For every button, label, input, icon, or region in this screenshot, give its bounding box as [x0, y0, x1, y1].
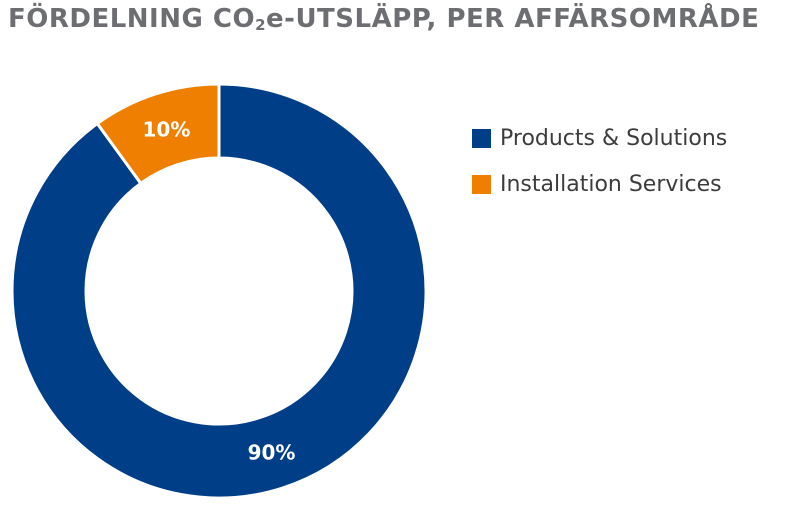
legend-swatch-products-solutions [472, 129, 491, 148]
legend-label-products-solutions: Products & Solutions [500, 126, 728, 151]
donut-chart: 90% 10% [10, 82, 428, 500]
chart-title-rest: e-UTSLÄPP, PER AFFÄRSOMRÅDE [266, 4, 760, 34]
slice-label-installation-services: 10% [143, 117, 191, 141]
chart-title-main: FÖRDELNING CO [8, 4, 256, 34]
legend: Products & Solutions Installation Servic… [472, 122, 727, 214]
legend-swatch-installation-services [472, 175, 491, 194]
legend-label-installation-services: Installation Services [500, 172, 722, 197]
chart-title: FÖRDELNING CO2e-UTSLÄPP, PER AFFÄRSOMRÅD… [8, 4, 759, 34]
legend-item-installation-services: Installation Services [472, 168, 727, 201]
legend-item-products-solutions: Products & Solutions [472, 122, 727, 155]
donut-slice-products-solutions [10, 82, 428, 500]
slice-label-products-solutions: 90% [248, 441, 296, 465]
chart-title-subscript: 2 [255, 16, 267, 34]
donut-slice-installation-services [95, 82, 221, 185]
